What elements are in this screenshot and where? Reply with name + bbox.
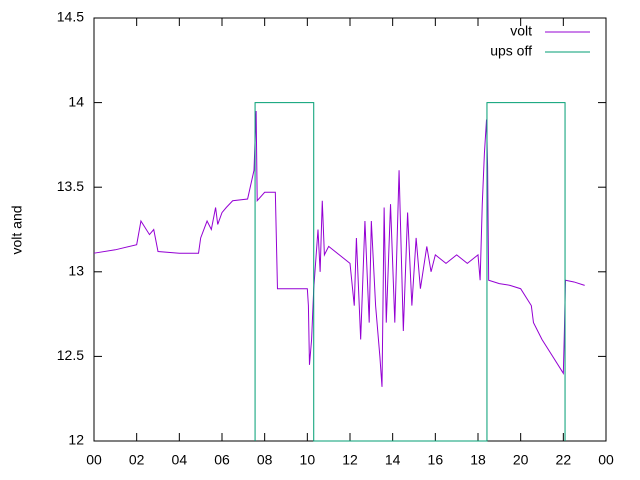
y-tick-label: 13 [68,263,84,279]
y-tick-label: 13.5 [57,178,84,194]
series-line [93,111,585,387]
legend-label: ups off [490,43,532,59]
x-tick-label: 10 [300,452,316,468]
x-tick-label: 06 [214,452,230,468]
y-tick-label: 12.5 [57,347,84,363]
x-tick-label: 12 [342,452,358,468]
x-tick-label: 02 [129,452,145,468]
x-tick-label: 00 [86,452,102,468]
x-tick-label: 20 [513,452,529,468]
legend-label: volt [510,23,532,39]
series-line [254,102,566,442]
x-tick-label: 14 [385,452,401,468]
x-tick-label: 00 [598,452,614,468]
x-tick-label: 22 [556,452,572,468]
y-tick-label: 14.5 [57,9,84,25]
y-tick-label: 12 [68,432,84,448]
y-axis-label: volt and [9,205,25,254]
plot-frame [93,17,607,442]
x-tick-label: 16 [428,452,444,468]
x-tick-label: 18 [470,452,486,468]
x-tick-label: 04 [172,452,188,468]
x-tick-label: 08 [257,452,273,468]
y-tick-label: 14 [68,93,84,109]
